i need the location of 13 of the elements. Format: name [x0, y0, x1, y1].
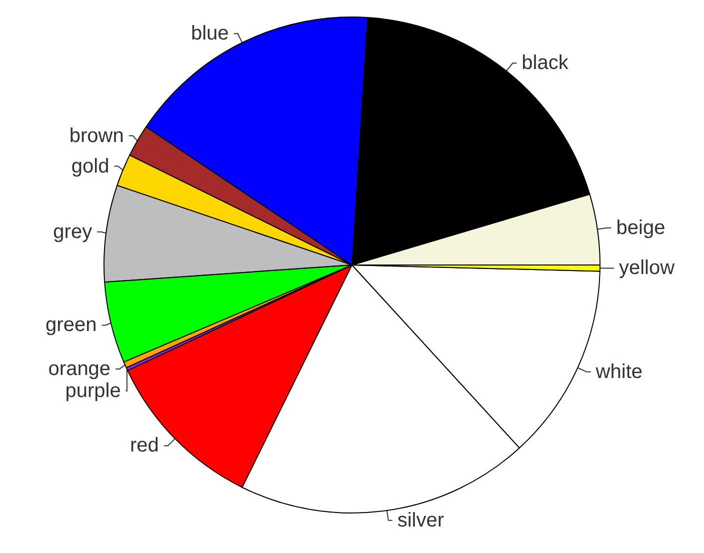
slice-label: red	[130, 434, 159, 457]
slice-label: orange	[48, 358, 111, 380]
slice-label: gold	[71, 155, 110, 178]
slice-label: white	[594, 360, 643, 383]
slice-label: grey	[53, 220, 92, 243]
slice-label: purple	[65, 380, 121, 402]
slice-label: silver	[397, 509, 444, 532]
slice-label: blue	[190, 22, 229, 45]
slice-label: yellow	[618, 257, 676, 280]
slice-label: brown	[69, 124, 124, 147]
slice-label: black	[522, 52, 570, 74]
slice-label: green	[46, 314, 97, 336]
slice-label: beige	[616, 216, 666, 239]
